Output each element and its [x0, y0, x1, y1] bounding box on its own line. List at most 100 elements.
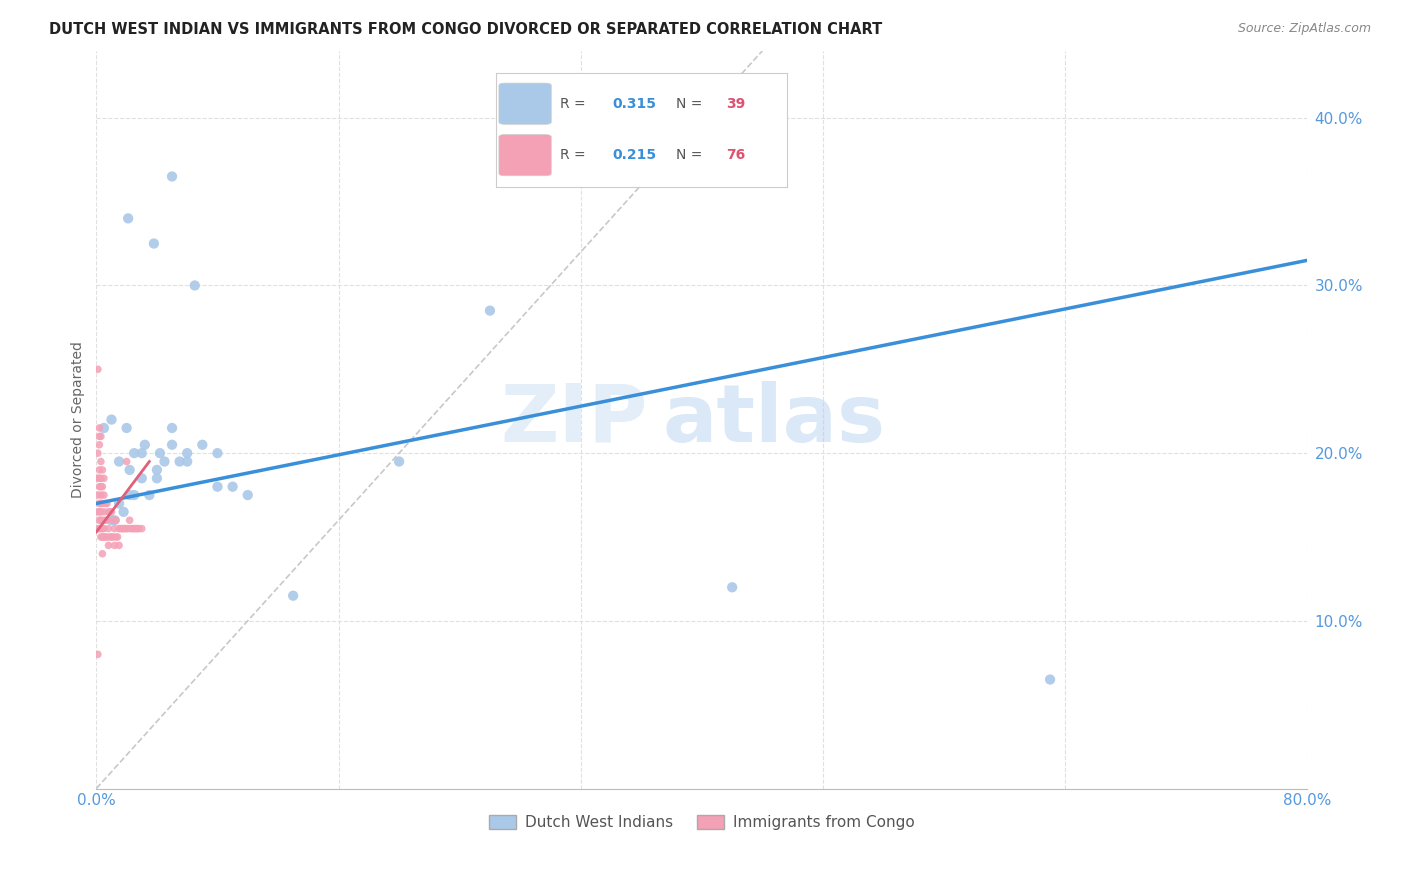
- Point: [103, 513, 125, 527]
- Point: [90, 471, 112, 485]
- Point: [100, 412, 122, 426]
- Point: [118, 513, 141, 527]
- Point: [117, 211, 139, 226]
- Point: [94, 496, 117, 510]
- Legend: Dutch West Indians, Immigrants from Congo: Dutch West Indians, Immigrants from Cong…: [482, 809, 921, 836]
- Point: [134, 438, 156, 452]
- Point: [108, 454, 131, 468]
- Point: [96, 530, 118, 544]
- Point: [149, 446, 172, 460]
- Point: [89, 522, 111, 536]
- Point: [283, 589, 305, 603]
- Point: [93, 530, 115, 544]
- Point: [107, 530, 129, 544]
- Point: [93, 471, 115, 485]
- Point: [108, 522, 131, 536]
- Point: [94, 513, 117, 527]
- Point: [127, 522, 149, 536]
- Point: [90, 522, 112, 536]
- Point: [98, 530, 121, 544]
- Point: [98, 505, 121, 519]
- Point: [110, 522, 132, 536]
- Point: [97, 538, 120, 552]
- Point: [87, 522, 110, 536]
- Point: [176, 446, 198, 460]
- Point: [89, 463, 111, 477]
- Point: [90, 496, 112, 510]
- Point: [128, 522, 150, 536]
- Point: [115, 454, 138, 468]
- Point: [97, 505, 120, 519]
- Point: [108, 538, 131, 552]
- Point: [122, 522, 145, 536]
- Point: [89, 505, 111, 519]
- Point: [146, 471, 169, 485]
- Point: [91, 513, 114, 527]
- Point: [176, 454, 198, 468]
- Point: [115, 522, 138, 536]
- Point: [111, 522, 134, 536]
- Point: [90, 513, 112, 527]
- Point: [89, 429, 111, 443]
- Point: [160, 438, 183, 452]
- Point: [117, 522, 139, 536]
- Point: [160, 169, 183, 184]
- Point: [125, 522, 148, 536]
- Point: [91, 480, 114, 494]
- Point: [89, 471, 111, 485]
- Point: [191, 438, 214, 452]
- Point: [91, 547, 114, 561]
- Point: [87, 505, 110, 519]
- Point: [221, 480, 243, 494]
- Point: [388, 454, 411, 468]
- Point: [112, 522, 135, 536]
- Text: DUTCH WEST INDIAN VS IMMIGRANTS FROM CONGO DIVORCED OR SEPARATED CORRELATION CHA: DUTCH WEST INDIAN VS IMMIGRANTS FROM CON…: [49, 22, 883, 37]
- Point: [89, 480, 111, 494]
- Point: [100, 505, 122, 519]
- Point: [93, 522, 115, 536]
- Point: [87, 471, 110, 485]
- Point: [96, 496, 118, 510]
- Point: [87, 446, 110, 460]
- Text: Source: ZipAtlas.com: Source: ZipAtlas.com: [1237, 22, 1371, 36]
- Point: [90, 505, 112, 519]
- Point: [153, 454, 176, 468]
- Point: [207, 446, 229, 460]
- Point: [160, 421, 183, 435]
- Point: [90, 454, 112, 468]
- Point: [131, 471, 153, 485]
- Point: [721, 580, 744, 594]
- Point: [93, 505, 115, 519]
- Point: [93, 488, 115, 502]
- Point: [90, 488, 112, 502]
- Point: [169, 454, 191, 468]
- Text: ZIP: ZIP: [501, 381, 647, 458]
- Point: [131, 446, 153, 460]
- Point: [118, 463, 141, 477]
- Point: [236, 488, 259, 502]
- Point: [118, 488, 141, 502]
- Point: [103, 538, 125, 552]
- Point: [100, 513, 122, 527]
- Point: [103, 522, 125, 536]
- Point: [97, 522, 120, 536]
- Y-axis label: Divorced or Separated: Divorced or Separated: [72, 341, 86, 498]
- Point: [138, 488, 160, 502]
- Point: [122, 446, 145, 460]
- Point: [121, 522, 143, 536]
- Point: [89, 513, 111, 527]
- Point: [120, 522, 142, 536]
- Point: [87, 362, 110, 376]
- Point: [105, 530, 128, 544]
- Point: [112, 505, 135, 519]
- Point: [101, 513, 124, 527]
- Point: [100, 530, 122, 544]
- Point: [91, 530, 114, 544]
- Point: [90, 429, 112, 443]
- Point: [87, 488, 110, 502]
- Point: [115, 421, 138, 435]
- Point: [207, 480, 229, 494]
- Point: [108, 496, 131, 510]
- Point: [89, 496, 111, 510]
- Point: [114, 522, 136, 536]
